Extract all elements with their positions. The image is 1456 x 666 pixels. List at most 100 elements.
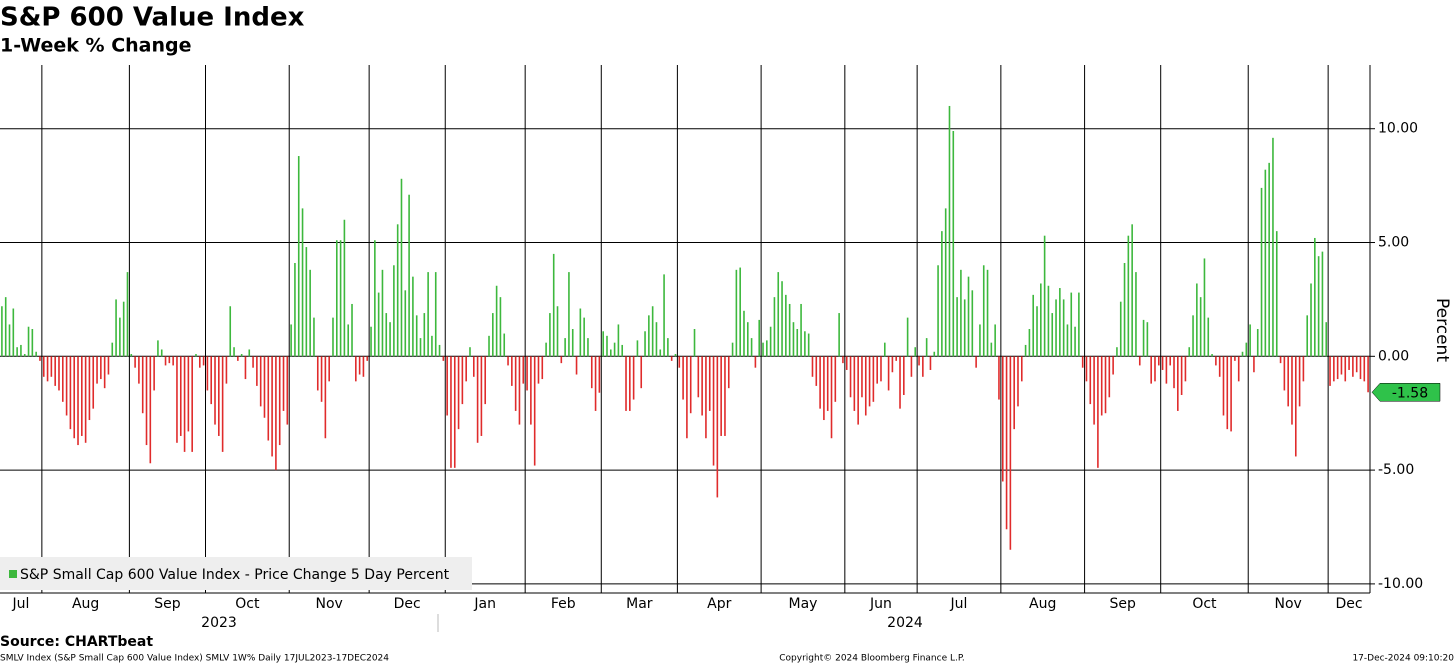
bar: [686, 356, 688, 439]
bar: [556, 306, 559, 357]
bar: [834, 356, 837, 402]
bar: [1344, 356, 1347, 382]
bar: [229, 306, 232, 357]
bar: [1116, 347, 1118, 357]
footer-center: Copyright© 2024 Bloomberg Finance L.P.: [779, 654, 964, 664]
bar: [1333, 356, 1335, 382]
bar: [1005, 356, 1008, 530]
bar: [746, 322, 749, 357]
bar: [1097, 356, 1099, 468]
bar: [876, 356, 878, 384]
bar: [868, 356, 871, 407]
y-tick-label: 10.00: [1378, 121, 1418, 137]
bar: [290, 324, 292, 357]
bar: [1157, 356, 1160, 366]
bar: [282, 356, 285, 411]
bar: [1336, 356, 1339, 380]
bar: [42, 356, 45, 377]
bar: [838, 313, 840, 357]
bar: [1123, 263, 1126, 357]
bar: [450, 356, 452, 468]
bar: [948, 105, 951, 357]
bar: [385, 313, 388, 357]
bar: [210, 356, 213, 405]
bar: [667, 338, 669, 357]
bar: [35, 351, 37, 357]
bar: [1165, 356, 1168, 384]
bar: [1180, 356, 1183, 395]
bar: [58, 356, 60, 391]
bar: [8, 324, 11, 357]
bar: [400, 178, 403, 357]
bar: [1036, 306, 1038, 357]
bar: [823, 356, 825, 421]
bar: [115, 299, 117, 357]
source: Source: CHARTbeat: [0, 634, 153, 650]
bar: [590, 356, 593, 389]
bar: [31, 329, 34, 357]
bar: [1184, 356, 1187, 382]
bar: [545, 342, 547, 357]
bar: [328, 356, 330, 382]
bar: [663, 274, 665, 357]
bar: [377, 292, 380, 357]
bar: [1218, 356, 1221, 377]
bar: [716, 356, 719, 498]
bar: [766, 340, 768, 357]
bar: [849, 356, 852, 398]
x-tick-label: Mar: [626, 596, 653, 612]
bar: [785, 294, 787, 357]
x-tick-label: Oct: [1192, 596, 1217, 612]
bar: [899, 356, 901, 409]
y-tick-label: -5.00: [1378, 462, 1414, 478]
bar: [1043, 235, 1046, 357]
bar: [1013, 356, 1015, 430]
bar: [1359, 356, 1362, 380]
bar: [412, 276, 414, 357]
bar: [670, 356, 673, 361]
bar: [233, 347, 235, 357]
bar: [1150, 356, 1152, 384]
bar: [130, 354, 133, 357]
bar: [335, 240, 338, 357]
bar: [1329, 356, 1331, 386]
bar: [191, 356, 193, 452]
bar: [925, 338, 928, 357]
bar: [1237, 356, 1240, 382]
bar: [861, 356, 863, 398]
bar: [1108, 356, 1111, 398]
bar: [457, 356, 460, 430]
bar: [393, 265, 395, 357]
x-tick-label: Feb: [551, 596, 576, 612]
x-tick-label: Sep: [1109, 596, 1136, 612]
bar: [960, 269, 962, 357]
bar: [845, 356, 848, 370]
bar: [1230, 356, 1232, 432]
bar: [1093, 356, 1095, 425]
bar: [1020, 356, 1023, 382]
bar: [1321, 251, 1324, 357]
bar: [1199, 297, 1202, 357]
bar: [187, 356, 190, 432]
bar: [339, 240, 342, 357]
bar: [286, 356, 289, 425]
bar: [526, 356, 528, 391]
bar: [537, 356, 540, 384]
footer-left: SMLV Index (S&P Small Cap 600 Value Inde…: [0, 654, 389, 664]
x-tick-label: Jan: [473, 596, 496, 612]
bar: [23, 354, 26, 357]
bar: [347, 324, 350, 357]
bar: [724, 356, 726, 436]
bar: [1119, 301, 1122, 357]
bar: [564, 338, 566, 357]
bar: [788, 303, 791, 357]
bar: [389, 322, 391, 357]
bar: [73, 356, 76, 439]
y-tick-label: 5.00: [1378, 235, 1409, 251]
year-label: 2023: [201, 615, 237, 631]
bar: [701, 356, 703, 416]
bar: [256, 356, 258, 386]
bar: [1302, 356, 1305, 382]
bar: [887, 356, 890, 391]
bar: [301, 208, 304, 357]
